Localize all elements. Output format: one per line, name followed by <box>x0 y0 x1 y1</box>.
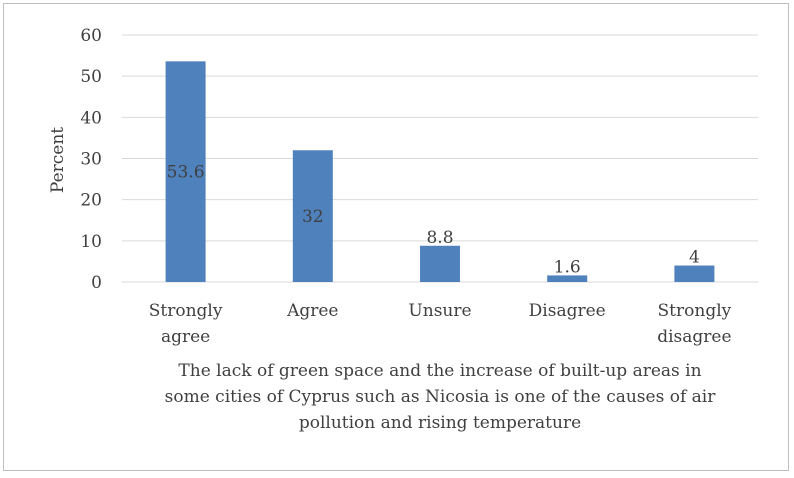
bar <box>547 275 588 282</box>
x-tick-label: Unsure <box>408 301 471 321</box>
bar <box>674 265 715 282</box>
chart-frame <box>3 3 789 471</box>
data-label: 32 <box>302 207 324 227</box>
data-label: 53.6 <box>167 163 205 183</box>
x-tick-label: Strongly <box>658 301 732 321</box>
x-axis-ticks: Strongly agree Agree Unsure Disagree Strongly… <box>149 301 732 347</box>
y-tick-label: 50 <box>80 67 102 87</box>
x-axis-label-line: The lack of green space and the increase… <box>178 361 701 381</box>
data-label: 4 <box>689 248 700 268</box>
x-tick-label: disagree <box>657 327 731 347</box>
x-tick-label: agree <box>161 327 210 347</box>
x-axis-label: The lack of green space and the increase… <box>165 361 717 433</box>
bars <box>165 61 715 283</box>
gridlines <box>122 34 758 283</box>
bar <box>165 61 206 283</box>
y-tick-label: 20 <box>80 191 102 211</box>
x-tick-label: Disagree <box>529 301 606 321</box>
y-tick-label: 60 <box>80 26 102 46</box>
data-label: 8.8 <box>426 228 453 248</box>
y-axis-ticks: 0 10 20 30 40 50 60 <box>80 26 102 293</box>
y-axis-label: Percent <box>48 127 68 193</box>
data-labels: 53.6 32 8.8 1.6 4 <box>167 163 700 278</box>
x-tick-label: Agree <box>286 301 338 321</box>
x-axis-label-line: pollution and rising temperature <box>299 413 581 433</box>
data-label: 1.6 <box>554 257 581 277</box>
x-tick-label: Strongly <box>149 301 223 321</box>
bar <box>292 150 333 282</box>
bar <box>420 245 460 282</box>
x-axis-label-line: some cities of Cyprus such as Nicosia is… <box>165 387 717 407</box>
y-tick-label: 0 <box>91 273 102 293</box>
y-tick-label: 30 <box>80 150 102 170</box>
y-tick-label: 10 <box>80 232 102 252</box>
y-tick-label: 40 <box>80 108 102 128</box>
